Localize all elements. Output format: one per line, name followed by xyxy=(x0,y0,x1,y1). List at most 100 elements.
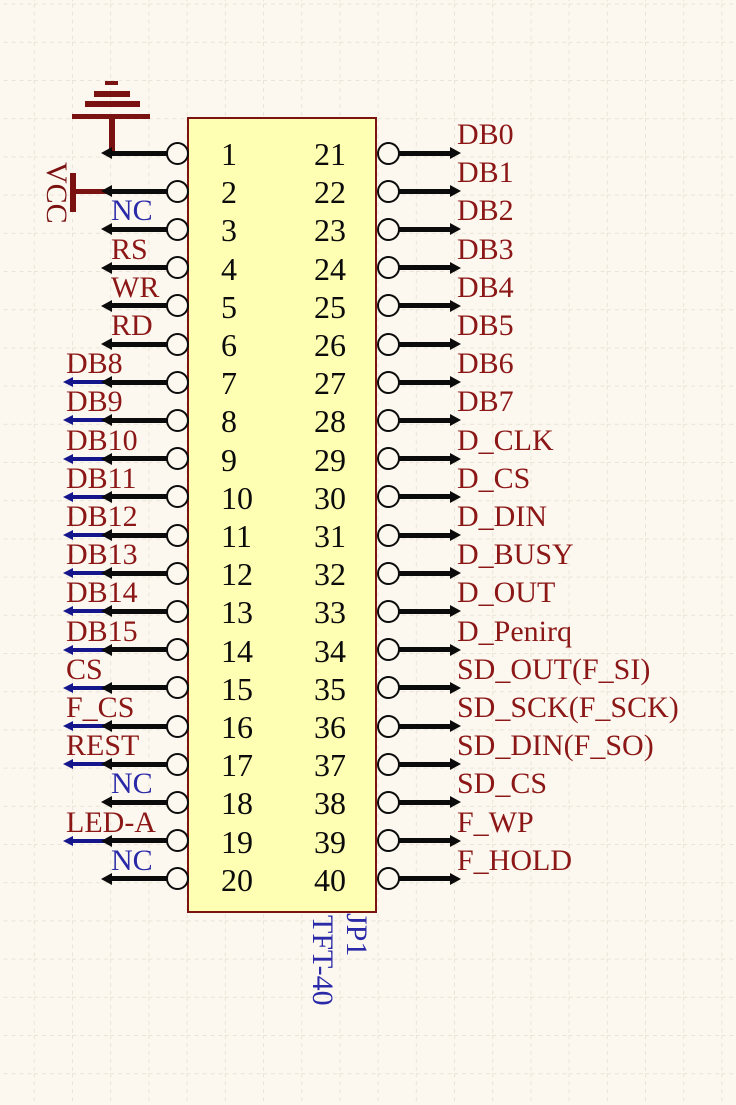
net-label[interactable]: F_WP xyxy=(457,805,534,839)
pin-wire[interactable] xyxy=(111,417,168,423)
pin-circle[interactable] xyxy=(166,829,189,853)
net-label[interactable]: DB0 xyxy=(457,118,514,151)
pin-wire[interactable] xyxy=(399,876,451,882)
pin-wire[interactable] xyxy=(399,799,451,805)
pin-wire[interactable] xyxy=(111,456,168,462)
net-label[interactable]: DB11 xyxy=(66,461,137,495)
net-label[interactable]: DB8 xyxy=(66,347,123,381)
pin-circle[interactable] xyxy=(166,370,189,394)
net-label[interactable]: CS xyxy=(66,652,103,686)
pin-circle[interactable] xyxy=(166,561,189,585)
net-label[interactable]: DB4 xyxy=(457,270,514,304)
pin-wire[interactable] xyxy=(111,723,168,729)
pin-wire[interactable] xyxy=(111,647,168,653)
pin-circle[interactable] xyxy=(166,599,189,623)
component-designator[interactable]: JP1 xyxy=(340,913,373,957)
pin-circle[interactable] xyxy=(166,867,189,891)
net-label[interactable]: DB1 xyxy=(457,156,514,190)
net-wire[interactable] xyxy=(70,571,114,576)
pin-circle[interactable] xyxy=(377,332,400,356)
pin-wire[interactable] xyxy=(111,799,168,805)
pin-wire[interactable] xyxy=(111,265,168,271)
pin-wire[interactable] xyxy=(111,188,168,194)
pin-circle[interactable] xyxy=(377,447,400,471)
pin-wire[interactable] xyxy=(111,608,168,614)
pin-circle[interactable] xyxy=(166,408,189,432)
net-wire[interactable] xyxy=(70,762,114,767)
pin-wire[interactable] xyxy=(399,723,451,729)
net-label[interactable]: DB3 xyxy=(457,232,514,266)
pin-wire[interactable] xyxy=(399,150,451,156)
net-label[interactable]: DB2 xyxy=(457,194,514,228)
net-wire[interactable] xyxy=(70,494,114,499)
component-body[interactable] xyxy=(187,117,377,913)
net-label[interactable]: DB12 xyxy=(66,500,138,533)
pin-circle[interactable] xyxy=(377,485,400,509)
net-label[interactable]: NC xyxy=(111,194,153,228)
net-wire[interactable] xyxy=(70,456,114,461)
pin-circle[interactable] xyxy=(166,790,189,814)
net-label[interactable]: NC xyxy=(111,767,153,801)
net-wire[interactable] xyxy=(70,685,114,690)
net-label[interactable]: SD_DIN(F_SO) xyxy=(457,729,654,763)
pin-circle[interactable] xyxy=(377,829,400,853)
pin-circle[interactable] xyxy=(377,790,400,814)
pin-wire[interactable] xyxy=(111,341,168,347)
net-label[interactable]: D_OUT xyxy=(457,576,556,610)
net-label[interactable]: D_BUSY xyxy=(457,538,574,572)
pin-wire[interactable] xyxy=(111,226,168,232)
net-wire[interactable] xyxy=(70,838,114,843)
pin-circle[interactable] xyxy=(377,561,400,585)
pin-wire[interactable] xyxy=(399,570,451,576)
pin-wire[interactable] xyxy=(111,876,168,882)
pin-circle[interactable] xyxy=(377,370,400,394)
pin-wire[interactable] xyxy=(399,532,451,538)
pin-wire[interactable] xyxy=(399,456,451,462)
pin-wire[interactable] xyxy=(399,838,451,844)
pin-circle[interactable] xyxy=(377,141,400,165)
pin-circle[interactable] xyxy=(377,714,400,738)
net-label[interactable]: DB15 xyxy=(66,614,138,648)
pin-wire[interactable] xyxy=(111,379,168,385)
net-label[interactable]: SD_OUT(F_SI) xyxy=(457,652,651,686)
net-label[interactable]: SD_SCK(F_SCK) xyxy=(457,691,679,724)
pin-circle[interactable] xyxy=(377,523,400,547)
net-label[interactable]: DB9 xyxy=(66,385,123,419)
pin-circle[interactable] xyxy=(166,523,189,547)
pin-circle[interactable] xyxy=(166,256,189,280)
pin-circle[interactable] xyxy=(166,179,189,203)
component-part-number[interactable]: TFT-40 xyxy=(306,915,339,1006)
net-label[interactable]: SD_CS xyxy=(457,767,548,801)
net-label[interactable]: D_CLK xyxy=(457,423,554,457)
pin-circle[interactable] xyxy=(377,217,400,241)
pin-circle[interactable] xyxy=(377,179,400,203)
pin-wire[interactable] xyxy=(111,532,168,538)
pin-circle[interactable] xyxy=(377,256,400,280)
net-label[interactable]: RD xyxy=(111,309,153,342)
net-wire[interactable] xyxy=(70,647,114,652)
pin-circle[interactable] xyxy=(377,294,400,318)
pin-wire[interactable] xyxy=(111,838,168,844)
net-label[interactable]: DB14 xyxy=(66,576,138,610)
pin-circle[interactable] xyxy=(166,217,189,241)
pin-wire[interactable] xyxy=(111,150,168,156)
net-label[interactable]: D_CS xyxy=(457,461,531,495)
pin-wire[interactable] xyxy=(399,379,451,385)
net-label[interactable]: REST xyxy=(66,729,140,763)
pin-wire[interactable] xyxy=(399,685,451,691)
pin-wire[interactable] xyxy=(399,608,451,614)
net-label[interactable]: DB5 xyxy=(457,309,514,342)
net-wire[interactable] xyxy=(70,533,114,537)
net-label[interactable]: LED-A xyxy=(66,805,156,839)
net-label[interactable]: WR xyxy=(111,270,160,304)
pin-wire[interactable] xyxy=(399,647,451,653)
pin-wire[interactable] xyxy=(399,417,451,423)
net-label[interactable]: DB6 xyxy=(457,347,514,381)
pin-wire[interactable] xyxy=(399,226,451,232)
net-wire[interactable] xyxy=(70,609,114,614)
pin-circle[interactable] xyxy=(166,676,189,700)
pin-circle[interactable] xyxy=(166,294,189,318)
net-wire[interactable] xyxy=(70,418,114,423)
net-label[interactable]: NC xyxy=(111,843,153,877)
pin-wire[interactable] xyxy=(111,761,168,767)
